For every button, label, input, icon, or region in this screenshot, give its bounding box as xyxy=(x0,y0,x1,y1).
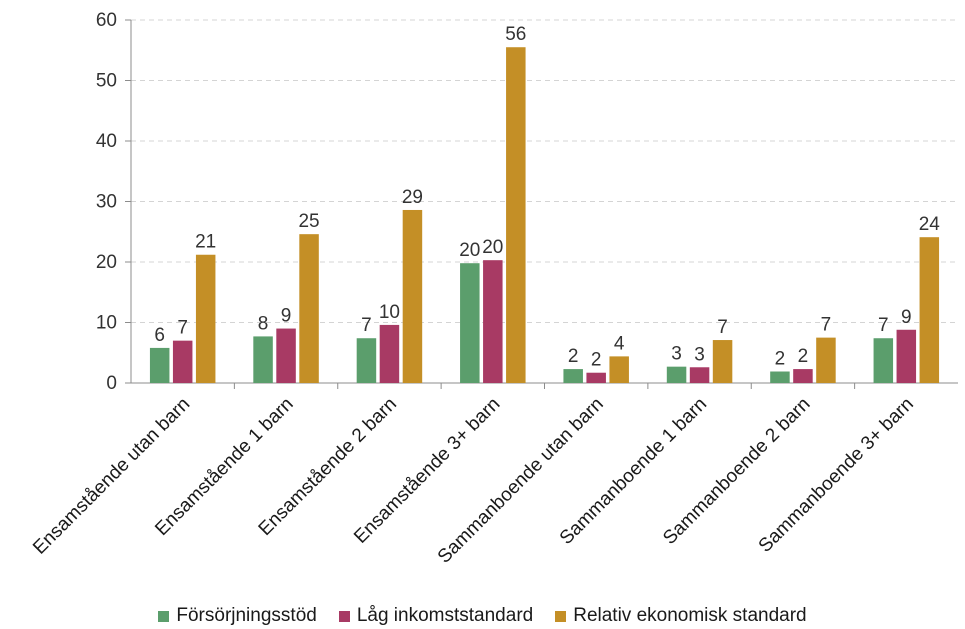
bar xyxy=(896,329,917,383)
legend-item-relativ-ekonomisk-standard: Relativ ekonomisk standard xyxy=(555,605,807,627)
axes: 0 10 20 30 40 50 60 xyxy=(96,10,958,394)
bar xyxy=(276,328,296,383)
data-label: 20 xyxy=(459,240,480,261)
data-label: 20 xyxy=(482,237,503,258)
bar xyxy=(816,337,836,383)
data-label: 2 xyxy=(775,349,786,370)
data-label: 10 xyxy=(379,302,400,323)
bar xyxy=(919,237,940,383)
legend-label: Relativ ekonomisk standard xyxy=(573,605,807,626)
data-label: 3 xyxy=(694,344,705,365)
data-label: 24 xyxy=(919,214,941,235)
legend-swatch xyxy=(555,610,567,622)
data-label: 56 xyxy=(505,24,526,45)
bar xyxy=(299,234,319,383)
bars xyxy=(149,47,940,383)
bar xyxy=(356,338,377,383)
data-label: 7 xyxy=(821,315,832,336)
bar xyxy=(402,209,423,383)
data-label: 6 xyxy=(154,325,165,346)
bar xyxy=(689,367,710,383)
data-label: 8 xyxy=(258,313,269,334)
data-label: 7 xyxy=(361,315,372,336)
legend-item-lag-inkomststandard: Låg inkomststandard xyxy=(338,605,534,627)
y-tick-label: 20 xyxy=(96,252,117,273)
legend-label: Låg inkomststandard xyxy=(356,605,534,626)
bar xyxy=(506,47,526,383)
legend-swatch xyxy=(158,610,170,622)
y-tick-label: 40 xyxy=(96,131,117,152)
bar xyxy=(483,260,503,383)
data-label: 25 xyxy=(298,211,319,232)
y-tick-label: 10 xyxy=(96,313,117,334)
gridlines xyxy=(131,19,958,323)
bar xyxy=(563,369,583,383)
bar xyxy=(609,356,629,383)
y-tick-label: 30 xyxy=(96,192,117,213)
data-label: 7 xyxy=(878,315,889,336)
data-label: 9 xyxy=(281,306,292,327)
bar xyxy=(460,263,480,383)
bar xyxy=(379,324,400,383)
data-label: 29 xyxy=(402,187,423,208)
data-label: 2 xyxy=(591,350,602,371)
bar xyxy=(253,336,273,383)
bar xyxy=(770,371,790,383)
bar xyxy=(195,254,216,383)
bar xyxy=(149,347,170,383)
bar xyxy=(172,340,193,383)
data-label: 2 xyxy=(798,346,809,367)
data-label: 4 xyxy=(614,333,625,354)
data-label: 3 xyxy=(671,344,682,365)
legend-label: Försörjningsstöd xyxy=(176,605,317,626)
y-tick-label: 50 xyxy=(96,71,117,92)
data-label: 9 xyxy=(901,307,912,328)
category-label: Sammanboende utan barn xyxy=(434,394,608,568)
bar xyxy=(873,338,894,383)
bar xyxy=(793,369,813,383)
y-tick-label: 0 xyxy=(106,373,117,394)
y-tick-label: 60 xyxy=(96,10,117,31)
bar xyxy=(586,372,606,383)
legend-swatch xyxy=(338,610,350,622)
data-label: 7 xyxy=(717,317,728,338)
data-label: 21 xyxy=(195,232,216,253)
bar xyxy=(666,366,687,383)
legend-item-forsorjningsstod: Försörjningsstöd xyxy=(158,605,317,627)
data-label: 2 xyxy=(568,346,579,367)
legend: Försörjningsstöd Låg inkomststandard Rel… xyxy=(0,603,965,629)
bar xyxy=(712,340,733,383)
data-label: 7 xyxy=(177,318,188,339)
